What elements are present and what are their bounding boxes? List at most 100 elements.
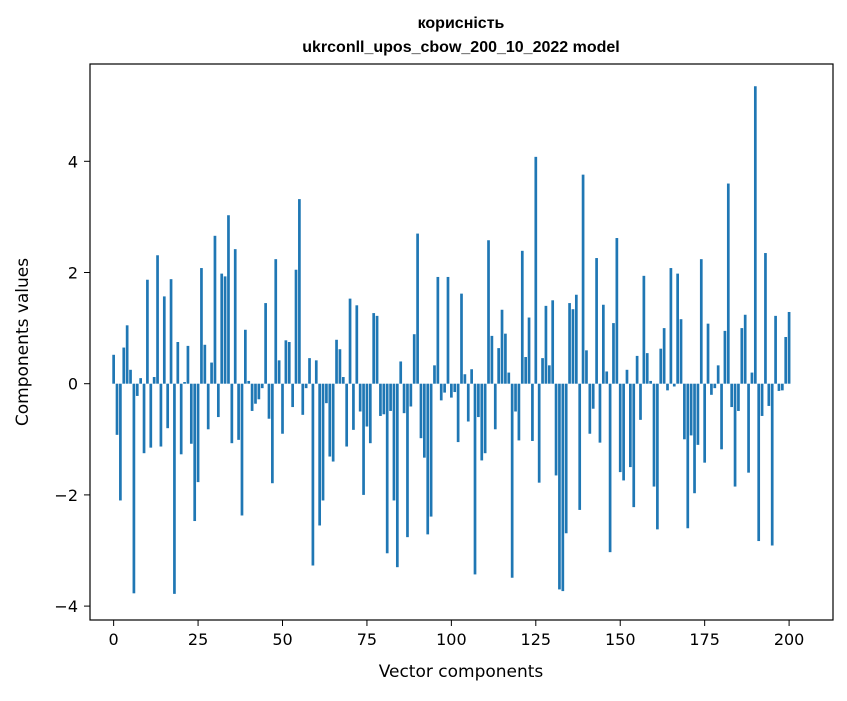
bar xyxy=(159,383,163,447)
bar xyxy=(189,383,193,444)
bar xyxy=(281,383,284,434)
bar xyxy=(625,369,629,384)
bar xyxy=(723,330,727,384)
bar xyxy=(676,273,679,384)
bar xyxy=(652,383,656,487)
bar xyxy=(490,335,494,384)
bar xyxy=(487,240,490,384)
bar xyxy=(338,349,342,384)
bar xyxy=(156,255,159,384)
bar xyxy=(699,259,703,384)
bar xyxy=(220,273,224,384)
bar xyxy=(125,325,129,384)
bar xyxy=(389,383,392,411)
bar xyxy=(277,360,281,384)
bar xyxy=(480,383,484,461)
bar xyxy=(412,334,416,384)
bar xyxy=(537,383,541,483)
bar xyxy=(679,319,683,384)
bar xyxy=(622,383,625,481)
bar xyxy=(311,383,315,566)
bar xyxy=(254,383,257,404)
bar xyxy=(737,383,740,411)
bar xyxy=(541,358,544,384)
chart-title-line-2: ukrconll_upos_cbow_200_10_2022 model xyxy=(302,39,619,56)
x-tick-label: 50 xyxy=(272,630,292,649)
bar xyxy=(193,383,197,522)
bar xyxy=(470,369,473,384)
bar xyxy=(135,383,139,396)
bar xyxy=(301,383,305,415)
bar xyxy=(666,383,669,391)
bar xyxy=(200,268,203,384)
bar xyxy=(328,383,332,457)
bar xyxy=(568,303,571,384)
bar xyxy=(395,383,399,568)
bar xyxy=(706,323,710,384)
bar xyxy=(402,383,406,414)
bar xyxy=(733,383,737,487)
y-tick-label: −4 xyxy=(54,597,78,616)
bar xyxy=(436,276,440,384)
bar xyxy=(355,305,359,384)
bar xyxy=(483,383,487,454)
y-tick-label: 2 xyxy=(68,264,78,283)
bar xyxy=(247,380,251,384)
bar xyxy=(345,383,349,447)
bar xyxy=(591,383,595,409)
bar xyxy=(554,383,558,476)
bar xyxy=(439,383,443,401)
bar xyxy=(257,383,261,400)
x-axis-ticks: 0 25 50 75 100 125 150 175 200 xyxy=(109,620,804,649)
bar xyxy=(230,383,234,444)
bar xyxy=(534,156,538,384)
bar xyxy=(166,383,170,429)
bar xyxy=(531,383,534,441)
bar xyxy=(139,378,143,384)
bar xyxy=(639,383,642,420)
bar xyxy=(514,383,517,412)
bar xyxy=(304,383,308,389)
bar xyxy=(206,383,210,430)
bar xyxy=(770,383,774,546)
bar xyxy=(558,383,561,590)
bar xyxy=(672,383,676,387)
bar xyxy=(507,372,511,384)
bar xyxy=(524,357,528,384)
bar xyxy=(743,314,747,384)
bar xyxy=(335,339,338,384)
bar xyxy=(196,383,200,483)
bar xyxy=(298,199,301,384)
bar xyxy=(318,383,322,526)
bar xyxy=(608,383,612,553)
x-tick-label: 0 xyxy=(109,630,119,649)
bar xyxy=(358,383,362,412)
bar xyxy=(325,383,328,404)
bar xyxy=(642,275,646,384)
bar xyxy=(703,383,707,463)
bar xyxy=(203,344,207,384)
bar xyxy=(632,383,636,508)
bar xyxy=(227,215,230,384)
bar xyxy=(720,383,723,450)
bar xyxy=(426,383,430,535)
bar xyxy=(392,383,396,501)
bar xyxy=(605,371,609,384)
bar xyxy=(730,383,734,408)
bar xyxy=(223,276,227,384)
bar xyxy=(635,355,639,384)
bar xyxy=(767,383,771,406)
bar xyxy=(365,383,369,427)
bar xyxy=(341,377,345,384)
bar xyxy=(544,305,548,384)
bar xyxy=(287,342,291,384)
bar xyxy=(784,336,788,384)
bar xyxy=(588,383,592,434)
bar xyxy=(473,383,477,575)
bar xyxy=(264,303,267,384)
bar xyxy=(716,365,720,384)
bar xyxy=(753,86,757,384)
bar xyxy=(547,365,551,384)
bar xyxy=(777,383,781,391)
plot-frame xyxy=(89,63,834,621)
